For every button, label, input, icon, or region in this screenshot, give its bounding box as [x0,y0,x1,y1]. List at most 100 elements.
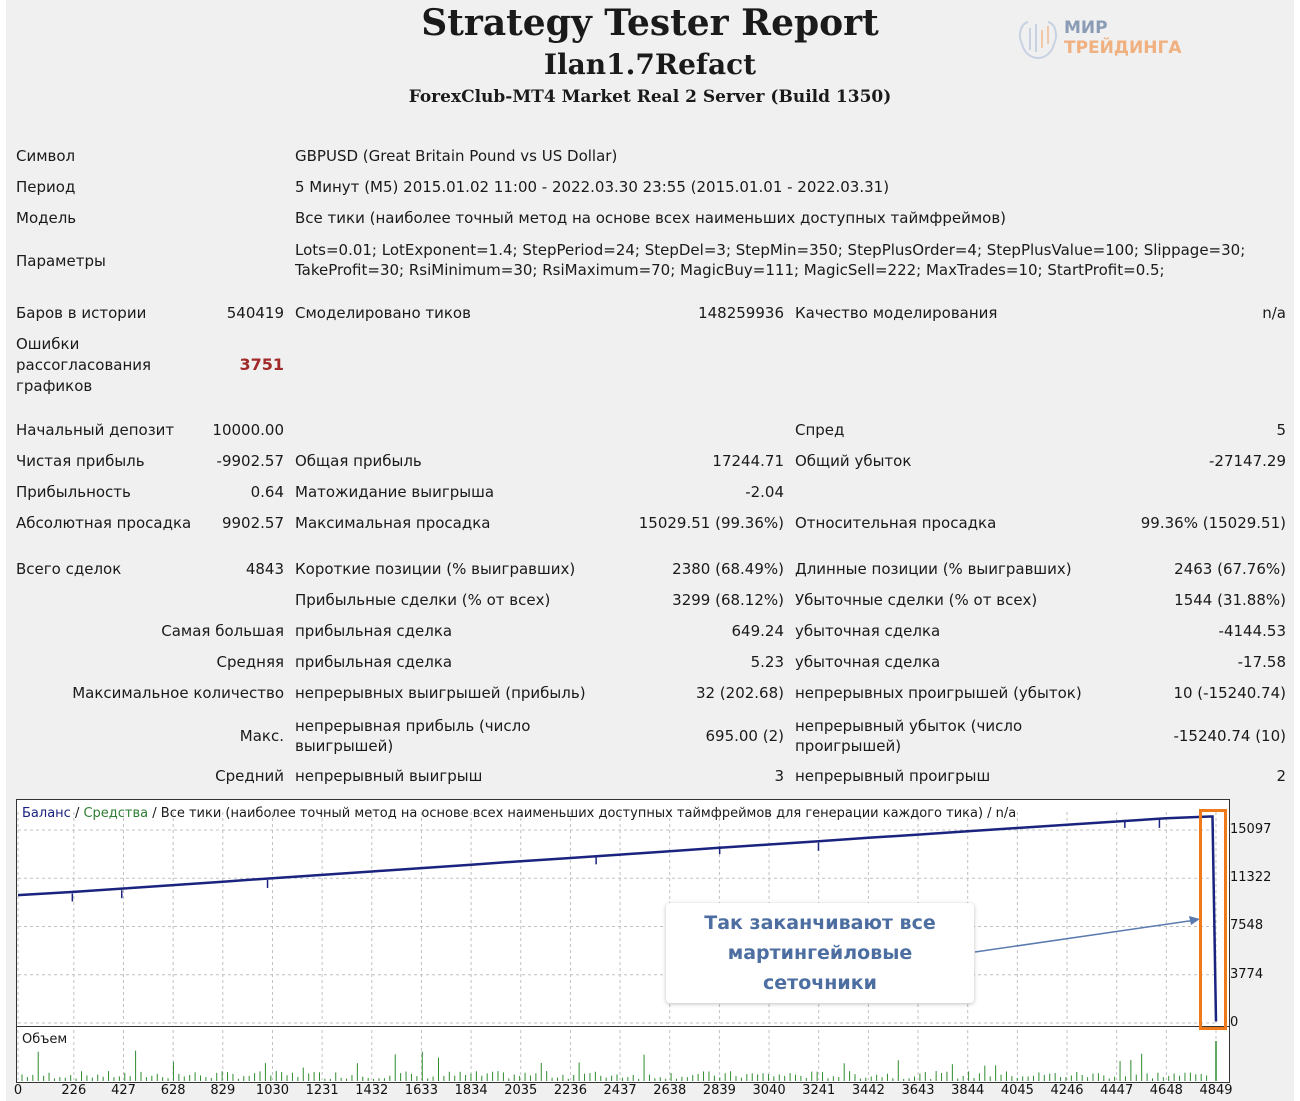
avg-profit-label: прибыльная сделка [295,653,453,671]
logo-line1: МИР [1064,18,1108,38]
chart-header: Баланс / Средства / Все тики (наиболее т… [22,804,1016,823]
maxcount-losses-value: 10 (-15240.74) [1173,684,1286,702]
maxcount-wins-value: 32 (202.68) [695,684,784,702]
maxi-profit-value: 695.00 (2) [705,727,784,745]
pf-label: Прибыльность [16,483,131,501]
x-tick-label: 3844 [951,1083,985,1098]
maxi-loss-label: непрерывный убыток (число проигрышей) [795,717,1023,755]
pf-value: 0.64 [250,483,284,501]
volume-label: Объем [22,1032,68,1047]
x-tick-label: 1231 [305,1083,339,1098]
errors-label: Ошибки рассогласования графиков [16,335,152,395]
profit-trades-value: 3299 (68.12%) [672,591,784,609]
volume-chart [16,1026,1230,1083]
largest-profit-label: прибыльная сделка [295,622,453,640]
x-tick-label: 829 [210,1083,236,1098]
errors-value: 3751 [239,355,284,374]
x-tick-label: 2236 [553,1083,587,1098]
long-value: 2463 (67.76%) [1174,560,1286,578]
avgcons-losses-value: 2 [1276,767,1286,785]
params-line1: Lots=0.01; LotExponent=1.4; StepPeriod=2… [295,241,1246,259]
avgcons-wins-label: непрерывный выигрыш [295,767,483,785]
loss-trades-label: Убыточные сделки (% от всех) [795,591,1038,609]
abs-dd-value: 9902.57 [221,514,284,532]
period-value: 5 Минут (M5) 2015.01.02 11:00 - 2022.03.… [295,178,890,196]
x-tick-label: 3040 [752,1083,786,1098]
y-tick-label: 15097 [1230,821,1272,837]
gross-loss-value: -27147.29 [1209,452,1286,470]
chart-header-balance: Баланс [22,806,71,821]
maxcount-label: Максимальное количество [72,684,284,702]
x-tick-label: 1030 [255,1083,290,1098]
model-label: Модель [16,209,77,227]
bars-value: 540419 [226,304,284,322]
ticks-label: Смоделировано тиков [295,304,471,322]
ticks-value: 148259936 [698,304,784,322]
net-label: Чистая прибыль [16,452,145,470]
net-value: -9902.57 [216,452,284,470]
avg-loss-label: убыточная сделка [795,653,941,671]
long-label: Длинные позиции (% выигравших) [795,560,1072,578]
brain-chart-icon [1019,21,1057,59]
gross-profit-value: 17244.71 [712,452,784,470]
maxcount-wins-label: непрерывных выигрышей (прибыль) [295,684,586,702]
balance-chart [16,799,1230,1027]
report-title: Strategy Tester Report [421,2,879,44]
x-tick-label: 427 [111,1083,136,1098]
bars-label: Баров в истории [16,304,147,322]
gross-profit-label: Общая прибыль [295,452,422,470]
annotation-line3: сеточники [763,972,877,994]
annotation-callout: Так заканчивают все мартингейловые сеточ… [666,903,974,1003]
maxi-label: Макс. [239,727,284,745]
expert-name: Ilan1.7Refact [543,48,757,81]
x-tick-label: 2437 [603,1083,637,1098]
total-label: Всего сделок [16,560,122,578]
total-value: 4843 [245,560,284,578]
symbol-value: GBPUSD (Great Britain Pound vs US Dollar… [295,147,618,165]
annotation-arrow-head [1189,916,1200,925]
y-tick-label: 11322 [1230,870,1272,886]
logo-line2: ТРЕЙДИНГА [1064,38,1182,58]
maxi-profit-label: непрерывная прибыль (число выигрышей) [295,717,531,755]
x-tick-label: 4045 [1000,1083,1034,1098]
x-tick-label: 2638 [653,1083,687,1098]
x-tick-label: 2035 [504,1083,538,1098]
x-tick-label: 4849 [1199,1083,1233,1098]
x-tick-label: 4246 [1050,1083,1084,1098]
balance-series-line [17,815,1218,1022]
avg-label: Средняя [216,653,284,671]
quality-value: n/a [1262,304,1286,322]
deposit-label: Начальный депозит [16,421,175,439]
x-tick-label: 4648 [1149,1083,1183,1098]
x-tick-label: 1633 [404,1083,438,1098]
y-tick-label: 3774 [1230,966,1264,982]
annotation-line1: Так заканчивают все [704,912,936,934]
avgcons-losses-label: непрерывный проигрыш [795,767,991,785]
model-value: Все тики (наиболее точный метод на основ… [295,209,1007,227]
x-tick-label: 3241 [802,1083,836,1098]
abs-dd-label: Абсолютная просадка [16,514,192,532]
x-tick-label: 0 [13,1083,23,1098]
params-label: Параметры [16,252,106,270]
symbol-label: Символ [16,147,76,165]
maxcount-losses-label: непрерывных проигрышей (убыток) [795,684,1082,702]
x-tick-label: 3643 [901,1083,935,1098]
spread-value: 5 [1276,421,1286,439]
avg-profit-value: 5.23 [750,653,784,671]
chart-header-sep: / [70,806,84,821]
y-tick-label: 0 [1230,1015,1239,1030]
gross-loss-label: Общий убыток [795,452,912,470]
x-tick-label: 1432 [355,1083,389,1098]
avgcons-wins-value: 3 [774,767,784,785]
rel-dd-label: Относительная просадка [795,514,997,532]
short-value: 2380 (68.49%) [672,560,784,578]
annotation-arrow-line [974,919,1197,953]
rel-dd-value: 99.36% (15029.51) [1140,514,1286,532]
chart-header-equity: Средства [83,806,149,821]
crash-highlight-box [1199,809,1227,1030]
expected-label: Матожидание выигрыша [295,483,495,501]
logo: МИР ТРЕЙДИНГА [1016,14,1206,64]
chart-header-rest: / Все тики (наиболее точный метод на осн… [148,806,1017,821]
x-tick-label: 4447 [1100,1083,1134,1098]
